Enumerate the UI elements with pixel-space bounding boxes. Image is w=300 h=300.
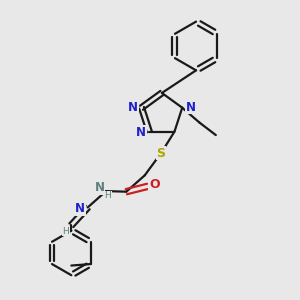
Text: H: H (63, 227, 69, 236)
Text: S: S (157, 146, 166, 160)
Text: N: N (128, 100, 138, 114)
Text: O: O (149, 178, 160, 191)
Text: N: N (136, 126, 146, 139)
Text: N: N (75, 202, 85, 215)
Text: N: N (186, 100, 196, 114)
Text: H: H (104, 191, 111, 200)
Text: N: N (94, 181, 105, 194)
